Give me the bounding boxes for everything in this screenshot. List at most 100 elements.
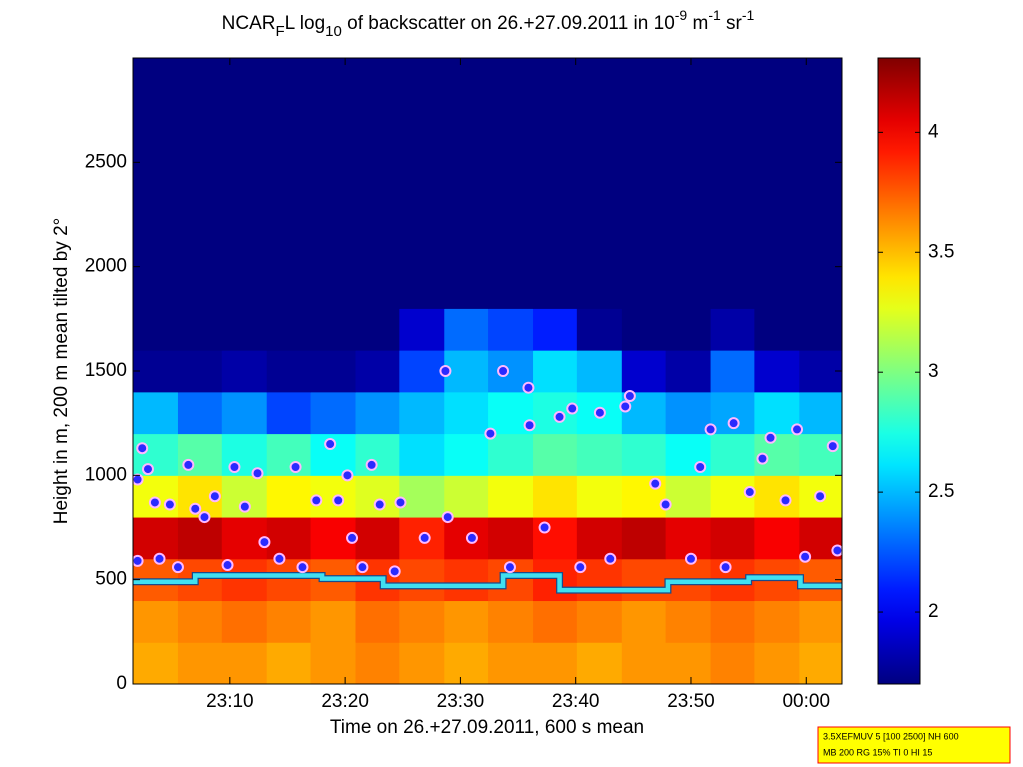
- heatmap-cell: [754, 475, 800, 518]
- heatmap-cell: [665, 58, 712, 101]
- heatmap-cell: [576, 183, 623, 226]
- heatmap-cell: [221, 266, 268, 309]
- cloud-point: [133, 554, 144, 567]
- heatmap-cell: [399, 350, 445, 393]
- heatmap-cell: [310, 58, 356, 101]
- cloud-point: [619, 400, 632, 413]
- chart-title: NCARFL log10 of backscatter on 26.+27.09…: [222, 7, 755, 41]
- cloud-point: [727, 417, 740, 430]
- heatmap-cell: [133, 141, 179, 184]
- heatmap-cell: [576, 99, 623, 142]
- cloud-point: [182, 458, 195, 471]
- heatmap-cell: [799, 183, 842, 226]
- heatmap-cell: [576, 433, 623, 476]
- cloud-point: [574, 561, 587, 574]
- heatmap-cell: [754, 350, 800, 393]
- heatmap-cell: [754, 308, 800, 351]
- heatmap-cell: [665, 475, 712, 518]
- heatmap-cell: [488, 141, 534, 184]
- heatmap-cell: [621, 266, 667, 309]
- cloud-point: [497, 365, 510, 377]
- heatmap-cell: [221, 224, 268, 268]
- cloud-point: [694, 460, 707, 473]
- heatmap-cell: [133, 266, 179, 309]
- heatmap-cell: [399, 642, 445, 684]
- x-tick-label: 00:00: [782, 691, 830, 712]
- heatmap-cell: [488, 99, 534, 142]
- heatmap-cell: [621, 350, 667, 393]
- heatmap-cell: [221, 391, 268, 435]
- boundary-line: [133, 573, 842, 593]
- heatmap-cell: [710, 600, 755, 643]
- y-axis-label: Height in m, 200 m mean tilted by 2°: [51, 218, 72, 524]
- cloud-point: [273, 552, 286, 565]
- heatmap-cell: [177, 99, 223, 142]
- cloud-point: [523, 419, 536, 432]
- heatmap-cell: [310, 99, 356, 142]
- heatmap-cell: [488, 517, 534, 560]
- x-tick-label: 23:20: [321, 691, 369, 712]
- heatmap-cell: [621, 642, 667, 684]
- colorbar: [877, 57, 921, 685]
- heatmap-cell: [710, 266, 755, 309]
- heatmap-cell: [488, 642, 534, 684]
- heatmap-cell: [444, 266, 489, 309]
- cloud-point: [289, 460, 302, 473]
- heatmap-cell: [399, 183, 445, 226]
- heatmap-cell: [177, 58, 223, 101]
- cloud-point: [553, 410, 566, 423]
- y-tick-label: 0: [116, 673, 127, 694]
- cloud-point: [141, 463, 154, 476]
- title-part: F: [275, 23, 284, 40]
- heatmap-cell: [399, 58, 445, 101]
- heatmap-cell: [355, 391, 400, 435]
- heatmap-cell: [710, 433, 755, 476]
- heatmap-cell: [133, 642, 179, 684]
- heatmap-cell: [399, 475, 445, 518]
- heatmap-cell: [710, 517, 755, 560]
- cloud-point: [704, 423, 717, 436]
- heatmap-cell: [576, 224, 623, 268]
- cloud-point: [388, 565, 401, 578]
- heatmap-cell: [133, 517, 179, 560]
- cloud-point: [171, 561, 184, 574]
- heatmap-cell: [444, 600, 489, 643]
- heatmap-cell: [399, 391, 445, 435]
- heatmap-cell: [355, 600, 400, 643]
- heatmap-cell: [221, 58, 268, 101]
- heatmap-cell: [266, 58, 312, 101]
- cloud-point: [324, 438, 337, 451]
- overlay: [133, 365, 842, 594]
- cloud-point: [484, 427, 497, 440]
- heatmap-cell: [399, 600, 445, 643]
- heatmap-cell: [665, 391, 712, 435]
- heatmap-cell: [221, 99, 268, 142]
- title-part: sr: [721, 13, 743, 34]
- heatmap-cell: [177, 141, 223, 184]
- heatmap-cell: [710, 141, 755, 184]
- heatmap-cell: [133, 224, 179, 268]
- heatmap-cell: [444, 391, 489, 435]
- cloud-point: [831, 544, 842, 557]
- heatmap-cell: [488, 600, 534, 643]
- heatmap-cell: [177, 308, 223, 351]
- heatmap-cell: [266, 350, 312, 393]
- colorbar-tick-label: 4: [928, 121, 939, 142]
- heatmap-cell: [621, 99, 667, 142]
- heatmap-cell: [221, 183, 268, 226]
- heatmap-cell: [355, 433, 400, 476]
- heatmap-cell: [355, 58, 400, 101]
- heatmap-cell: [266, 475, 312, 518]
- heatmap-cell: [221, 517, 268, 560]
- heatmap-cell: [488, 308, 534, 351]
- cloud-point: [251, 467, 264, 480]
- heatmap-cell: [444, 642, 489, 684]
- cloud-point: [503, 561, 516, 574]
- y-tick-label: 1000: [85, 464, 127, 485]
- heatmap-cell: [576, 600, 623, 643]
- heatmap-cell: [355, 183, 400, 226]
- heatmap-cell: [799, 308, 842, 351]
- heatmap-cell: [266, 224, 312, 268]
- heatmap-cell: [621, 183, 667, 226]
- heatmap-cell: [133, 99, 179, 142]
